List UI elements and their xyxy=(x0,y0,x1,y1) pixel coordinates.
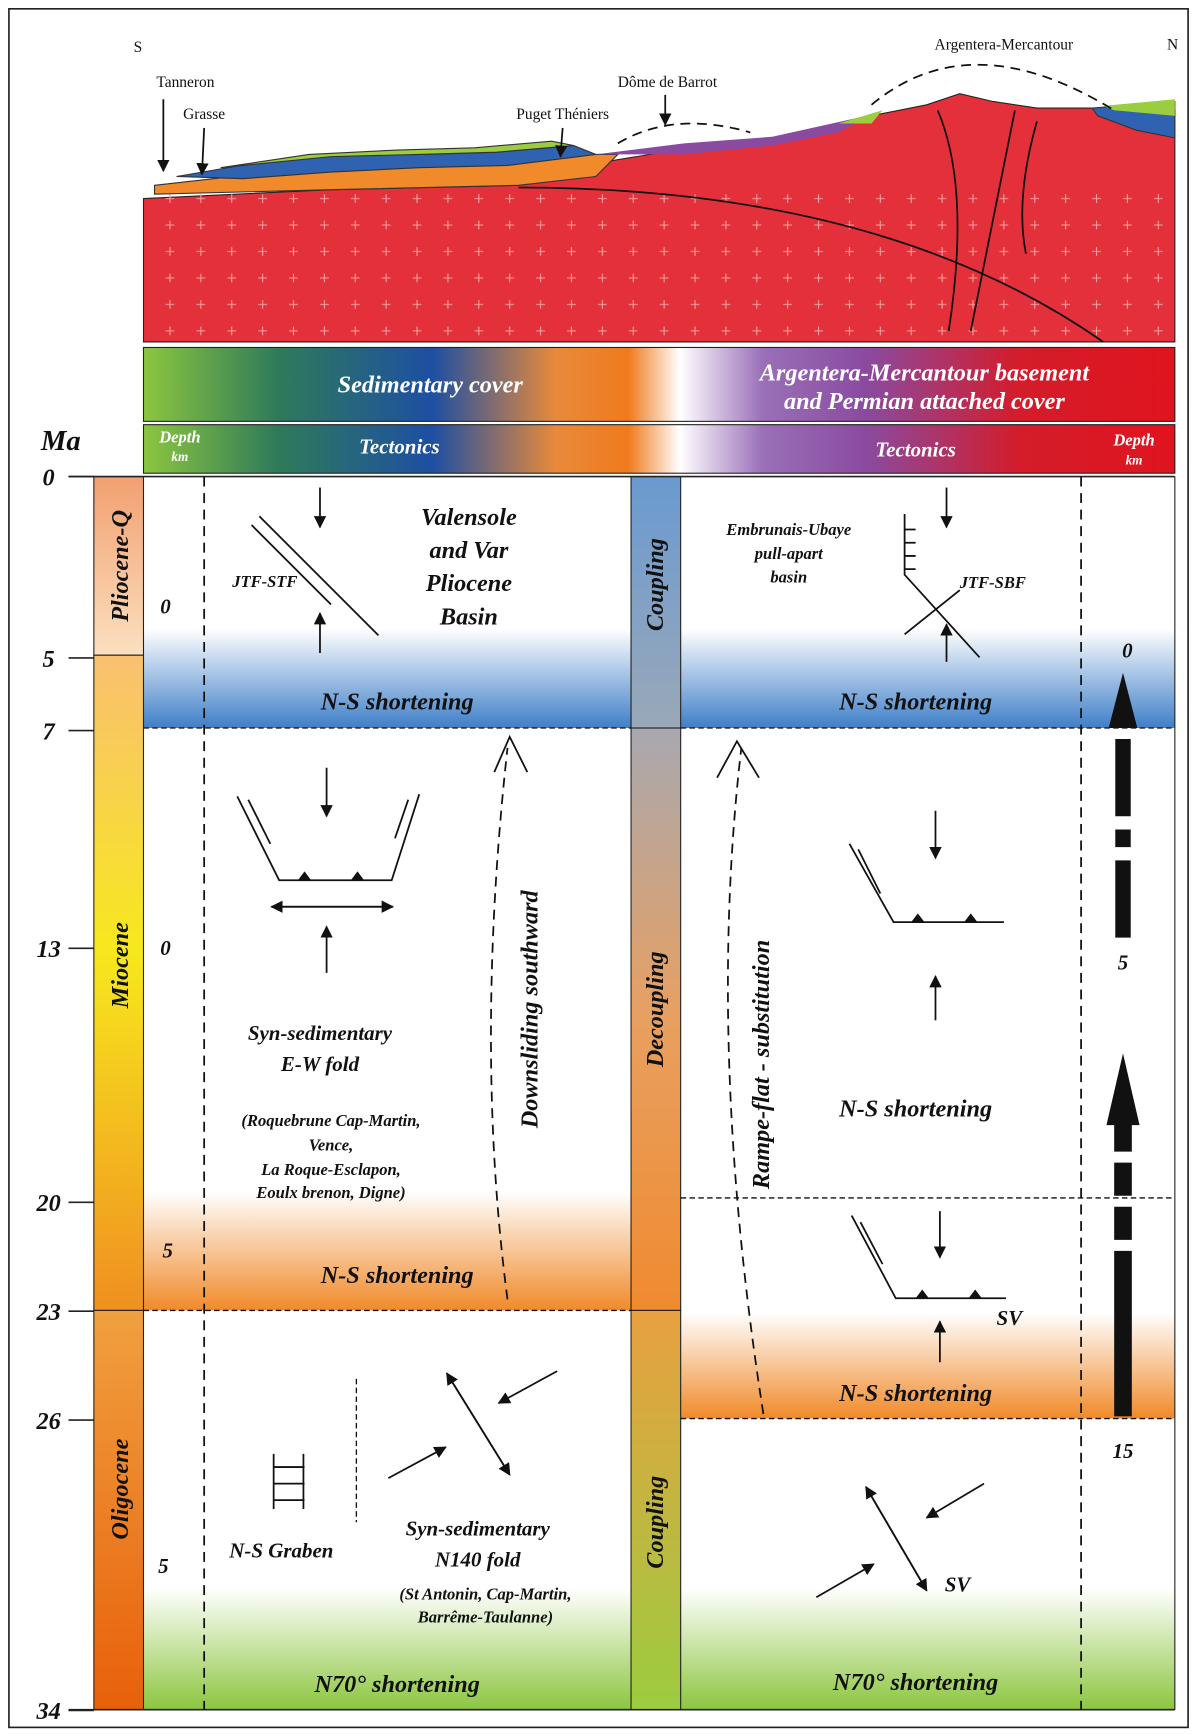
tick-label: 13 xyxy=(37,936,61,963)
depth-value: 0 xyxy=(1122,638,1133,662)
place-label: Puget Théniers xyxy=(516,106,609,123)
shading xyxy=(143,628,1175,1710)
frame xyxy=(8,7,1189,1729)
coupling-box xyxy=(630,727,682,1311)
regime-label: N70° shortening xyxy=(314,1671,480,1698)
epoch-label: Pliocene-Q xyxy=(107,510,134,623)
depth-header: Depth km xyxy=(1112,431,1154,468)
fault-label: JTF-STF xyxy=(231,572,297,591)
depth-value: 5 xyxy=(158,1554,168,1578)
south-label: S xyxy=(134,39,143,56)
legend-label: Sedimentary cover xyxy=(338,372,524,399)
tick-label: 34 xyxy=(36,1698,61,1725)
regime-label: N-S shortening xyxy=(320,688,474,715)
sites-label: (St Antonin, Cap-Martin, Barrême-Taulanne… xyxy=(399,1584,571,1626)
coupling-label: Coupling xyxy=(642,538,669,631)
tick-label: 26 xyxy=(36,1408,62,1435)
graben-label: N-S Graben xyxy=(228,1539,333,1563)
coupling-box xyxy=(630,1309,682,1711)
tectonics-header: Tectonics xyxy=(875,438,956,462)
tick-label: 20 xyxy=(36,1190,61,1217)
sv-label: SV xyxy=(997,1306,1025,1330)
place-label: Tanneron xyxy=(156,74,214,91)
sv-label: SV xyxy=(945,1573,973,1597)
coupling-label: Coupling xyxy=(642,1476,669,1569)
place-label: Grasse xyxy=(183,106,225,123)
tick-label: 7 xyxy=(43,718,56,745)
tick-label: 5 xyxy=(43,646,55,673)
fold-label: Syn-sedimentary E-W fold xyxy=(248,1021,393,1076)
place-label: Dôme de Barrot xyxy=(618,74,718,91)
depth-value: 0 xyxy=(160,936,171,960)
place-label: Argentera-Mercantour xyxy=(935,37,1074,54)
legend-label: Argentera-Mercantour basement and Permian… xyxy=(758,360,1091,416)
sites-label: (Roquebrune Cap-Martin, Vence, La Roque-Es… xyxy=(241,1111,420,1202)
tick-label: 23 xyxy=(36,1299,61,1326)
fault-label: JTF-SBF xyxy=(959,573,1026,592)
structural-symbols xyxy=(716,487,1140,1598)
basin-label: Valensole and Var Pliocene Basin xyxy=(421,504,517,630)
regime-label: N-S shortening xyxy=(838,1380,992,1407)
coupling-label: Decoupling xyxy=(642,951,669,1068)
axis-label: Ma xyxy=(40,425,81,457)
panel-lines xyxy=(68,475,1176,1711)
regime-label: N-S shortening xyxy=(838,688,992,715)
regime-label: N-S shortening xyxy=(320,1262,474,1289)
depth-value: 5 xyxy=(1118,951,1128,975)
structural-symbols xyxy=(236,487,558,1509)
epoch-label: Oligocene xyxy=(107,1438,134,1539)
epoch-box xyxy=(93,1309,145,1711)
basin-label: Embrunais-Ubaye pull-apart basin xyxy=(725,520,851,586)
epoch-box xyxy=(93,654,145,1311)
cross-section: S N Tanneron Grasse Puget Théniers Dôme … xyxy=(134,37,1178,343)
depth-value: 0 xyxy=(160,594,171,618)
regime-label: N-S shortening xyxy=(838,1095,992,1122)
depth-value: 5 xyxy=(163,1238,173,1262)
legend-band xyxy=(142,424,1176,474)
tectonics-header: Tectonics xyxy=(359,434,440,458)
process-label: Rampe-flat - substitution xyxy=(748,940,775,1190)
epoch-label: Miocene xyxy=(107,922,134,1009)
depth-header: Depth km xyxy=(158,427,200,464)
legend-band xyxy=(142,346,1176,422)
regime-label: N70° shortening xyxy=(832,1669,998,1696)
epoch-box xyxy=(93,475,145,656)
tick-label: 0 xyxy=(43,464,55,491)
north-label: N xyxy=(1167,37,1178,54)
fold-label: Syn-sedimentary N140 fold xyxy=(406,1516,551,1571)
process-label: Downsliding southward xyxy=(516,889,543,1129)
depth-value: 15 xyxy=(1113,1439,1134,1463)
